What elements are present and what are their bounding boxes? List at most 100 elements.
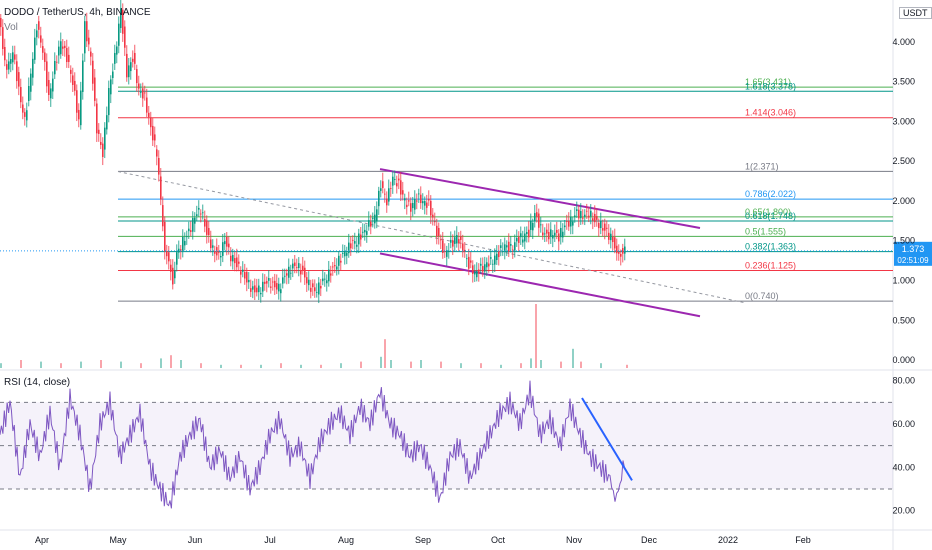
candle-body <box>384 193 386 195</box>
candle-body <box>462 243 464 253</box>
time-tick-label: May <box>109 535 127 545</box>
candle-body <box>370 221 372 227</box>
time-tick-label: Aug <box>338 535 354 545</box>
candle-body <box>22 104 24 113</box>
candle-body <box>246 271 248 283</box>
last-price-badge <box>894 241 932 266</box>
volume-bar <box>535 304 537 368</box>
candle-body <box>6 64 8 70</box>
candle-body <box>158 157 160 175</box>
channel-lower-line <box>379 252 701 318</box>
candle-body <box>442 240 444 253</box>
candle-body <box>530 221 532 230</box>
fib-level-label: 1.65(3.431) <box>745 77 791 87</box>
candle-body <box>554 232 556 236</box>
candle-body <box>82 60 84 92</box>
candle-body <box>124 26 126 48</box>
candle-body <box>154 134 156 141</box>
candle-body <box>344 250 346 257</box>
candle-body <box>302 265 304 271</box>
candle-body <box>210 239 212 249</box>
candle-body <box>128 65 130 78</box>
candle-body <box>122 9 124 34</box>
volume-bar <box>40 361 42 368</box>
candle-body <box>544 233 546 235</box>
candle-body <box>70 69 72 74</box>
candle-body <box>604 223 606 231</box>
candle-body <box>490 257 492 259</box>
candle-body <box>430 200 432 216</box>
candle-body <box>288 266 290 278</box>
candle-body <box>392 176 394 186</box>
candle-body <box>436 225 438 237</box>
candle-body <box>500 245 502 248</box>
candle-body <box>298 263 300 269</box>
rsi-label: RSI (14, close) <box>4 377 71 388</box>
candle-body <box>52 78 54 92</box>
candle-body <box>142 88 144 99</box>
candle-body <box>502 251 504 252</box>
candle-body <box>184 240 186 246</box>
candle-body <box>234 258 236 264</box>
candle-body <box>372 217 374 219</box>
candle-body <box>32 58 34 78</box>
price-tick-label: 0.000 <box>892 355 915 365</box>
candle-body <box>584 214 586 217</box>
candle-body <box>564 225 566 228</box>
candle-body <box>162 205 164 227</box>
candle-body <box>428 198 430 201</box>
candle-body <box>66 48 68 63</box>
candle-body <box>38 21 40 30</box>
fib-level-label: 1.414(3.046) <box>745 108 796 118</box>
candle-body <box>576 209 578 212</box>
candle-body <box>348 242 350 254</box>
candle-body <box>416 200 418 202</box>
candle-body <box>346 252 348 256</box>
candle-body <box>126 53 128 78</box>
candle-body <box>470 260 472 263</box>
volume-bar <box>380 356 382 368</box>
candle-body <box>168 252 170 262</box>
volume-bar <box>626 364 628 368</box>
candle-body <box>78 109 80 120</box>
time-tick-label: Oct <box>491 535 506 545</box>
volume-bar <box>572 348 574 368</box>
candle-body <box>540 224 542 226</box>
candle-body <box>92 60 94 84</box>
volume-bar <box>140 363 142 368</box>
candle-body <box>152 125 154 141</box>
candle-body <box>10 59 12 64</box>
candle-body <box>172 267 174 285</box>
candle-body <box>432 214 434 218</box>
volume-bar <box>340 363 342 368</box>
candle-body <box>250 288 252 292</box>
candle-body <box>608 232 610 240</box>
volume-bar <box>460 363 462 368</box>
candle-body <box>282 277 284 284</box>
candle-body <box>2 27 4 49</box>
fib-level-label: 1(2.371) <box>745 161 779 171</box>
candle-body <box>86 21 88 42</box>
dashed-trendline <box>117 171 746 304</box>
candle-body <box>548 231 550 240</box>
fib-level-label: 1.618(3.378) <box>745 81 796 91</box>
candle-body <box>618 252 620 254</box>
volume-bar <box>240 364 242 368</box>
candle-body <box>562 231 564 238</box>
candle-body <box>448 250 450 252</box>
candle-body <box>364 229 366 233</box>
candle-body <box>252 286 254 290</box>
candle-body <box>320 285 322 289</box>
candle-body <box>514 242 516 251</box>
candle-body <box>8 61 10 70</box>
candle-body <box>396 183 398 187</box>
candle-body <box>58 46 60 56</box>
candle-body <box>12 52 14 63</box>
candle-body <box>146 97 148 113</box>
candle-body <box>614 237 616 249</box>
candle-body <box>164 221 166 252</box>
candle-body <box>4 47 6 61</box>
candle-body <box>460 236 462 240</box>
candle-body <box>280 289 282 294</box>
